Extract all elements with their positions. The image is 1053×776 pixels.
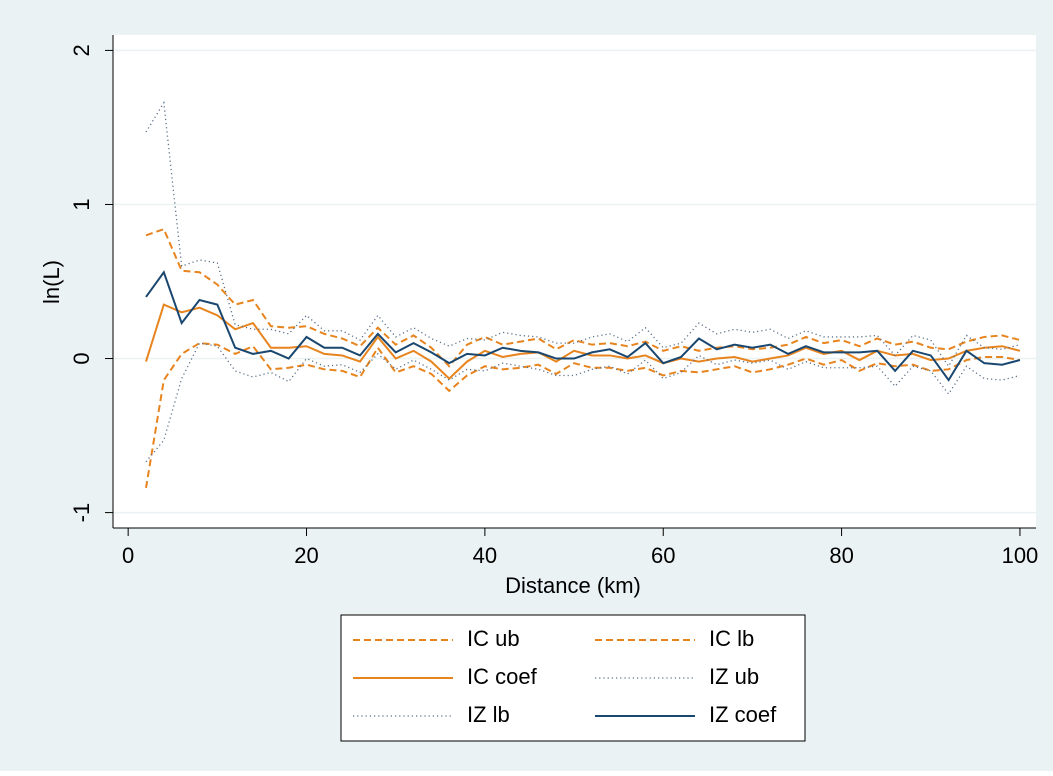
legend-label: IC lb bbox=[709, 626, 754, 651]
x-axis-label: Distance (km) bbox=[505, 573, 641, 598]
series-line bbox=[145, 270, 1021, 382]
y-tick-label: -1 bbox=[69, 503, 94, 523]
x-tick-label: 20 bbox=[294, 543, 318, 568]
plot-area bbox=[113, 35, 1036, 528]
legend-label: IZ coef bbox=[709, 702, 777, 727]
y-axis-label: ln(L) bbox=[39, 260, 64, 304]
y-tick-label: 0 bbox=[69, 352, 94, 364]
series-line bbox=[145, 227, 1021, 368]
series-line bbox=[145, 303, 1021, 380]
x-tick-label: 80 bbox=[829, 543, 853, 568]
y-tick-label: 1 bbox=[69, 198, 94, 210]
y-tick-label: 2 bbox=[69, 44, 94, 56]
series-line bbox=[145, 100, 1021, 368]
series-line bbox=[145, 342, 1021, 489]
x-tick-label: 40 bbox=[473, 543, 497, 568]
x-tick-label: 0 bbox=[122, 543, 134, 568]
legend-label: IZ ub bbox=[709, 664, 759, 689]
legend-label: IC ub bbox=[467, 626, 520, 651]
x-tick-label: 60 bbox=[651, 543, 675, 568]
legend-label: IZ lb bbox=[467, 702, 510, 727]
x-tick-label: 100 bbox=[1002, 543, 1039, 568]
legend-label: IC coef bbox=[467, 664, 538, 689]
